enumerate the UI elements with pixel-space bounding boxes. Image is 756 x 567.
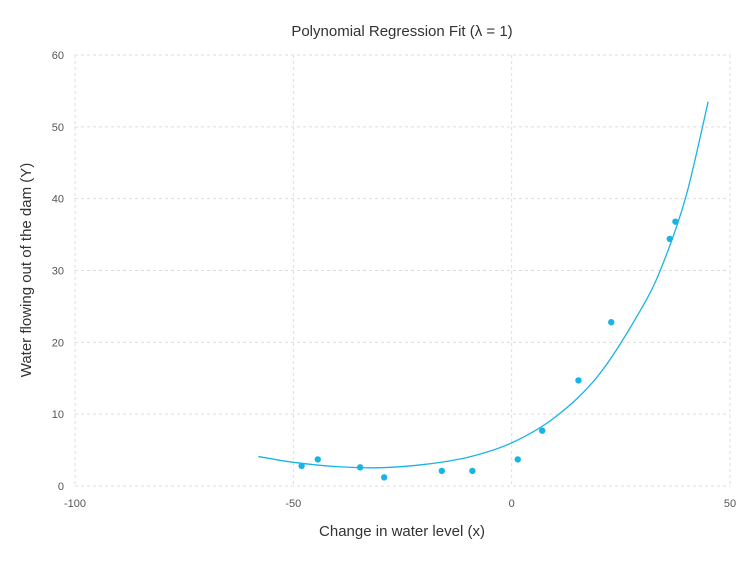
data-point — [672, 218, 679, 225]
tick-labels: -100 -50 0 50 0 10 20 30 40 50 60 — [52, 50, 736, 510]
y-tick-label: 20 — [52, 337, 64, 349]
data-point — [666, 235, 673, 243]
x-tick-label: -50 — [285, 498, 301, 510]
data-point — [608, 319, 615, 326]
data-point — [469, 467, 476, 475]
y-tick-label: 50 — [52, 122, 64, 134]
data-point — [514, 456, 521, 463]
x-tick-label: 50 — [724, 498, 736, 510]
data-point — [438, 467, 445, 475]
y-tick-label: 40 — [52, 194, 64, 206]
grid — [74, 54, 731, 487]
fit-curve — [258, 101, 709, 469]
y-tick-label: 10 — [52, 409, 64, 421]
data-point — [575, 377, 582, 384]
y-axis-title: Water flowing out of the dam (Y) — [18, 163, 35, 378]
data-point — [298, 462, 305, 470]
data-point — [314, 456, 321, 463]
data-point — [539, 427, 546, 434]
y-tick-label: 0 — [58, 481, 64, 493]
chart-title: Polynomial Regression Fit (λ = 1) — [291, 23, 512, 40]
x-axis-title: Change in water level (x) — [319, 523, 485, 540]
data-point — [356, 464, 364, 471]
data-point — [380, 474, 388, 481]
y-tick-label: 60 — [52, 50, 64, 62]
y-tick-label: 30 — [52, 266, 64, 278]
data-points — [298, 218, 679, 481]
x-tick-label: 0 — [509, 498, 515, 510]
x-tick-label: -100 — [64, 498, 86, 510]
